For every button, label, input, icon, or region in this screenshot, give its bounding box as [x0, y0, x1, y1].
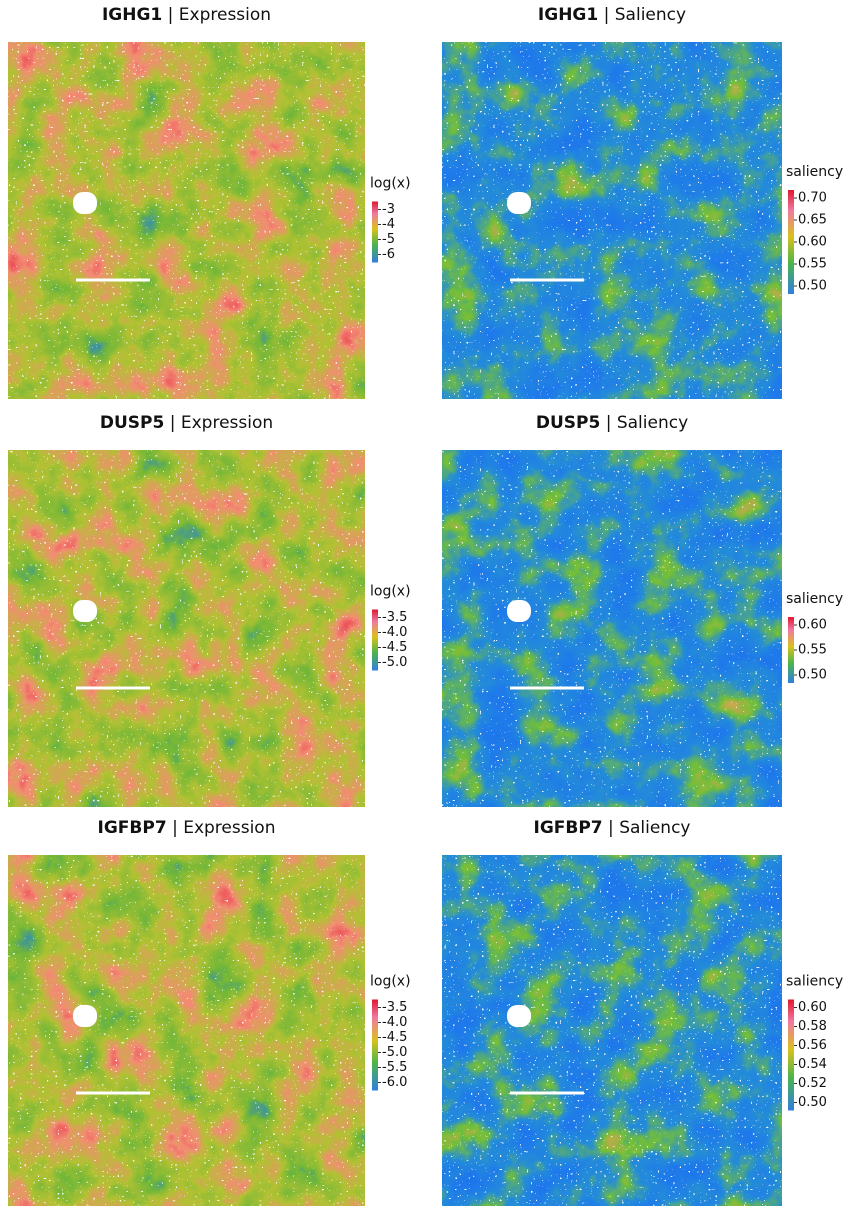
- panel: DUSP5 | Saliency saliency 0.60 0.55 0.50: [442, 413, 843, 807]
- colorbar: [788, 190, 794, 294]
- colorbar-tick-label: 0.58: [798, 1019, 827, 1034]
- colorbar: [788, 617, 794, 683]
- separator: |: [604, 5, 610, 25]
- colorbar-tick-label: -4.5: [382, 640, 407, 655]
- colorbar-tick-label: -3: [382, 202, 395, 217]
- colorbar-tick-label: 0.65: [798, 213, 827, 228]
- spatial-map: [8, 42, 365, 399]
- legend-title: saliency: [786, 974, 843, 990]
- colorbar: [372, 999, 378, 1091]
- colorbar-tick-label: 0.60: [798, 235, 827, 250]
- panel-title: IGFBP7 | Expression: [98, 818, 276, 838]
- separator: |: [170, 413, 176, 433]
- colorbar-tick-label: -5.0: [382, 655, 407, 670]
- separator: |: [606, 413, 612, 433]
- colorbar-tick-label: 0.54: [798, 1057, 827, 1072]
- colorbar-tick-label: 0.70: [798, 191, 827, 206]
- colorbar-tick-label: 0.60: [798, 618, 827, 633]
- hole: [73, 192, 97, 214]
- gene-name: IGFBP7: [98, 818, 167, 838]
- colorbar-tick-label: -3.5: [382, 610, 407, 625]
- gene-name: IGHG1: [538, 5, 598, 25]
- gene-name: DUSP5: [100, 413, 164, 433]
- colorbar-tick-label: -6: [382, 247, 395, 262]
- colorbar-tick-label: -4.0: [382, 1015, 407, 1030]
- colorbar-tick-label: -3.5: [382, 1000, 407, 1015]
- panel: DUSP5 | Expression log(x) -3.5-4.0-4.5-5.0: [8, 413, 411, 807]
- colorbar-tick-label: 0.56: [798, 1038, 827, 1053]
- colorbar-tick-label: -4: [382, 217, 395, 232]
- colorbar-tick-label: 0.50: [798, 1095, 827, 1110]
- colorbar-tick-label: -6.0: [382, 1075, 407, 1090]
- view-name: Expression: [183, 818, 275, 838]
- spatial-map: [442, 855, 782, 1206]
- panel: IGFBP7 | Expressionlog(x)-3.5-4.0-4.5-5.…: [8, 818, 411, 1206]
- legend-title: log(x): [370, 176, 411, 192]
- hole: [507, 192, 531, 214]
- legend-title: log(x): [370, 584, 411, 600]
- view-name: Expression: [179, 5, 271, 25]
- legend-title: log(x): [370, 974, 411, 990]
- panel-title: IGHG1 | Saliency: [538, 5, 686, 25]
- view-name: Saliency: [619, 818, 690, 838]
- hole: [507, 600, 531, 622]
- separator: |: [168, 5, 174, 25]
- colorbar-tick-label: -4.0: [382, 625, 407, 640]
- panel-title: DUSP5 | Expression: [100, 413, 273, 433]
- colorbar-tick-label: 0.60: [798, 1000, 827, 1015]
- colorbar: [788, 999, 794, 1111]
- colorbar-tick-label: 0.50: [798, 279, 827, 294]
- panel-title: IGHG1 | Expression: [102, 5, 271, 25]
- hole: [507, 1005, 531, 1027]
- gene-name: DUSP5: [536, 413, 600, 433]
- colorbar-tick-label: 0.55: [798, 643, 827, 658]
- colorbar-tick-label: -5.0: [382, 1045, 407, 1060]
- spatial-map: [442, 42, 782, 399]
- hole: [73, 1005, 97, 1027]
- gene-name: IGFBP7: [534, 818, 603, 838]
- spatial-map: [442, 450, 782, 807]
- colorbar: [372, 201, 378, 263]
- spatial-map: [8, 855, 365, 1206]
- panel: IGHG1 | Saliency saliency 0.70 0.65 0.60 0.55…: [442, 5, 843, 399]
- panel-title: IGFBP7 | Saliency: [534, 818, 691, 838]
- separator: |: [172, 818, 178, 838]
- colorbar-tick-label: -5: [382, 232, 395, 247]
- spatial-map: [8, 450, 365, 807]
- gene-name: IGHG1: [102, 5, 162, 25]
- separator: |: [608, 818, 614, 838]
- view-name: Saliency: [615, 5, 686, 25]
- view-name: Saliency: [617, 413, 688, 433]
- view-name: Expression: [181, 413, 273, 433]
- hole: [73, 600, 97, 622]
- panel: IGFBP7 | Saliency saliency 0.60 0.58 0.56 0.5…: [442, 818, 843, 1206]
- legend-title: saliency: [786, 591, 843, 607]
- colorbar: [372, 609, 378, 671]
- panel: IGHG1 | Expression log(x) -3-4-5-6: [8, 5, 411, 399]
- colorbar-tick-label: 0.55: [798, 257, 827, 272]
- colorbar-tick-label: -5.5: [382, 1060, 407, 1075]
- legend-title: saliency: [786, 164, 843, 180]
- panel-title: DUSP5 | Saliency: [536, 413, 688, 433]
- colorbar-tick-label: -4.5: [382, 1030, 407, 1045]
- colorbar-tick-label: 0.50: [798, 668, 827, 683]
- colorbar-tick-label: 0.52: [798, 1076, 827, 1091]
